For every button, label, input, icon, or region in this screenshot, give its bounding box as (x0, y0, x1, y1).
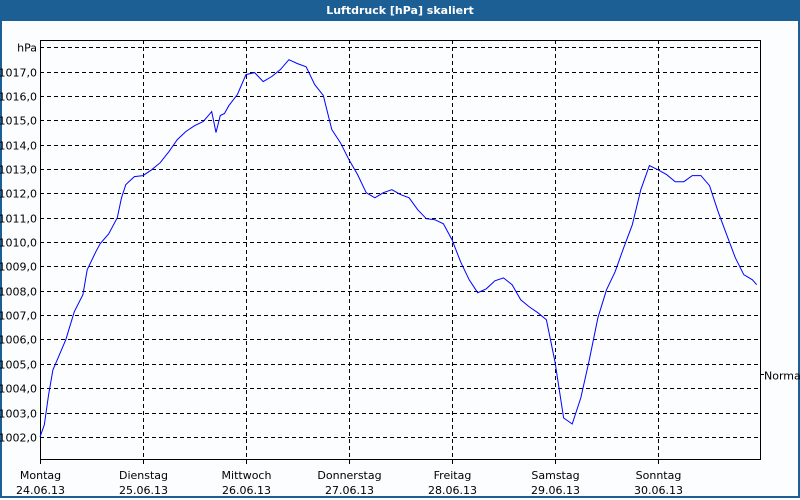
x-tick-date: 29.06.13 (531, 484, 580, 497)
y-tick-label: 1003,0 (0, 408, 37, 421)
x-tick-date: 27.06.13 (325, 484, 374, 497)
x-tick-day: Samstag (531, 469, 579, 482)
y-tick-label: 1015,0 (0, 115, 37, 128)
y-tick-label: 1004,0 (0, 383, 37, 396)
y-tick-label: 1009,0 (0, 261, 37, 274)
y-tick-label: 1012,0 (0, 188, 37, 201)
y-tick-label: 1014,0 (0, 140, 37, 153)
x-tick-day: Sonntag (636, 469, 682, 482)
y-tick-label: 1008,0 (0, 286, 37, 299)
x-tick-day: Dienstag (119, 469, 168, 482)
y-tick-label: 1010,0 (0, 237, 37, 250)
y-tick-label: 1006,0 (0, 334, 37, 347)
x-tick-date: 24.06.13 (16, 484, 65, 497)
y-tick-label: 1017,0 (0, 67, 37, 80)
x-tick-day: Donnerstag (317, 469, 381, 482)
x-tick-day: Montag (20, 469, 61, 482)
x-tick-day: Freitag (434, 469, 472, 482)
pressure-line (39, 59, 758, 438)
y-axis-unit: hPa (17, 42, 37, 55)
y-tick-label: 1005,0 (0, 359, 37, 372)
x-tick-date: 30.06.13 (634, 484, 683, 497)
x-tick-date: 26.06.13 (222, 484, 271, 497)
y-tick-label: 1013,0 (0, 164, 37, 177)
y-tick-label: 1011,0 (0, 213, 37, 226)
x-tick-date: 28.06.13 (428, 484, 477, 497)
plot-frame (40, 40, 761, 460)
y-tick-label: 1007,0 (0, 310, 37, 323)
x-tick-date: 25.06.13 (119, 484, 168, 497)
reference-label: Normal (764, 370, 800, 383)
y-tick-label: 1002,0 (0, 432, 37, 445)
window-title: Luftdruck [hPa] skaliert (0, 0, 800, 21)
y-tick-label: 1016,0 (0, 91, 37, 104)
x-tick-day: Mittwoch (222, 469, 272, 482)
